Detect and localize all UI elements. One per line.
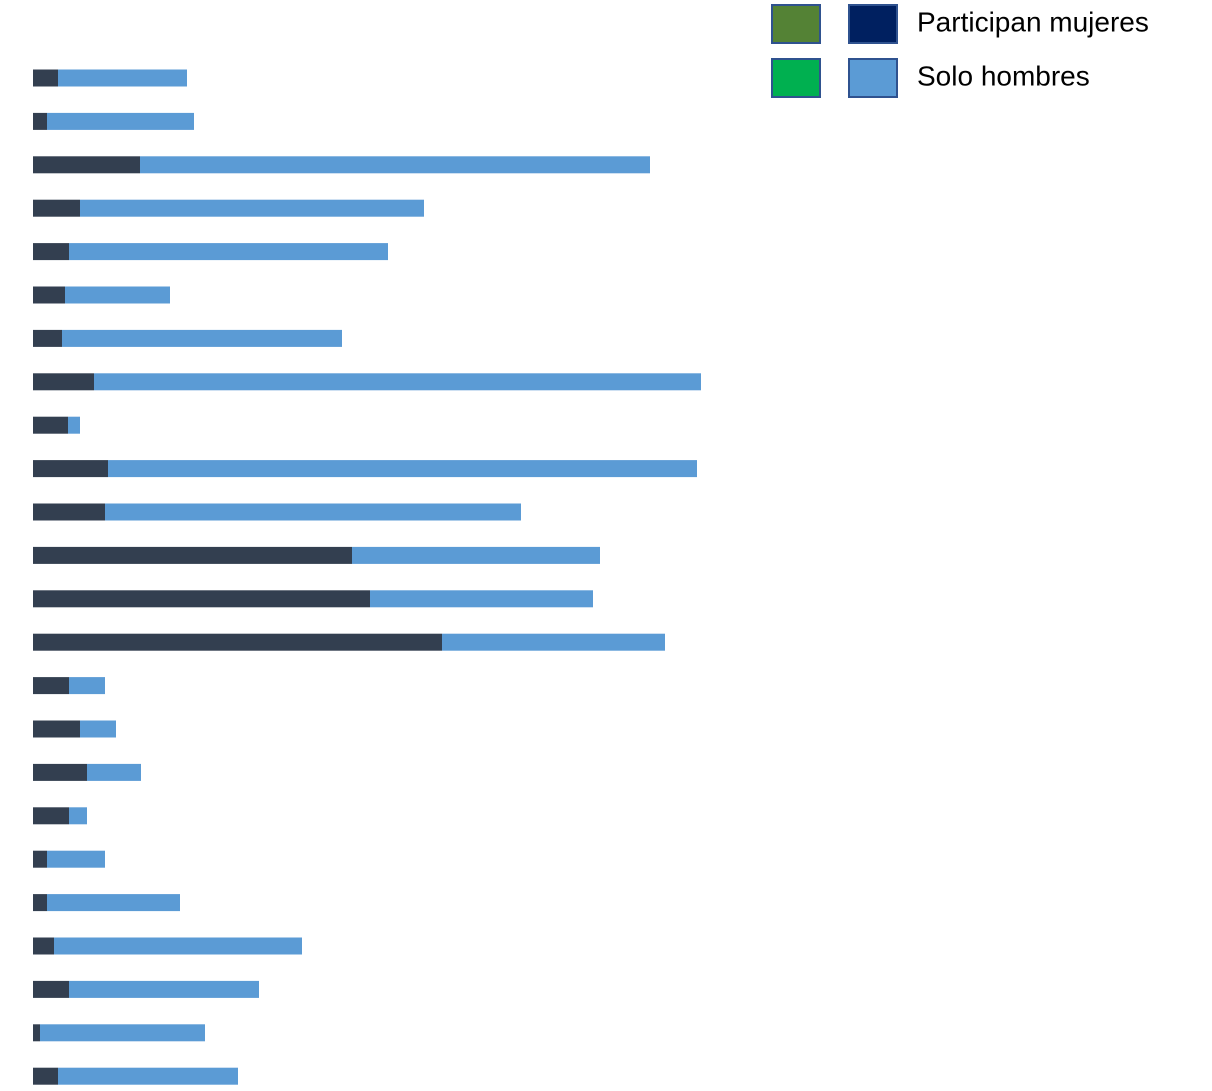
bar-segment (140, 156, 650, 174)
bar-segment (33, 850, 47, 868)
bar-segment (33, 416, 68, 434)
bar-segment (47, 112, 194, 130)
legend-swatch (848, 58, 898, 98)
bar-segment (33, 633, 442, 651)
bar-segment (94, 373, 701, 391)
bar-segment (33, 546, 352, 564)
bar-segment (69, 807, 87, 825)
bar-segment (69, 677, 105, 695)
bar-segment (33, 503, 105, 521)
bar-segment (33, 937, 54, 955)
bar-segment (33, 329, 62, 347)
bar-segment (33, 69, 58, 87)
bar-segment (105, 503, 521, 521)
legend-swatch (771, 4, 821, 44)
bar-segment (40, 1024, 205, 1042)
bar-segment (33, 1067, 58, 1085)
bar-segment (69, 243, 388, 261)
legend-swatch (771, 58, 821, 98)
bar-segment (33, 373, 94, 391)
bar-segment (108, 460, 697, 478)
bar-segment (33, 807, 69, 825)
bar-segment (33, 112, 47, 130)
bar-segment (33, 199, 80, 217)
bar-segment (47, 850, 105, 868)
bar-segment (65, 286, 170, 304)
bar-segment (58, 69, 187, 87)
bar-segment (442, 633, 665, 651)
bar-segment (33, 590, 370, 608)
bar-segment (33, 243, 69, 261)
bar-segment (33, 460, 108, 478)
bar-segment (33, 894, 47, 912)
bar-segment (54, 937, 302, 955)
bar-segment (87, 763, 141, 781)
bar-segment (80, 720, 116, 738)
legend-label: Participan mujeres (917, 6, 1149, 37)
bar-segment (33, 763, 87, 781)
bar-segment (370, 590, 593, 608)
bar-segment (33, 720, 80, 738)
bar-segment (33, 677, 69, 695)
bar-segment (62, 329, 342, 347)
bar-segment (80, 199, 424, 217)
bar-segment (69, 980, 259, 998)
bar-segment (352, 546, 600, 564)
bar-segment (33, 286, 65, 304)
bar-segment (33, 1024, 40, 1042)
bar-segment (33, 156, 140, 174)
legend-swatch (848, 4, 898, 44)
bar-segment (33, 980, 69, 998)
legend-label: Solo hombres (917, 60, 1090, 91)
bar-segment (47, 894, 180, 912)
bar-segment (58, 1067, 238, 1085)
bar-segment (68, 416, 80, 434)
